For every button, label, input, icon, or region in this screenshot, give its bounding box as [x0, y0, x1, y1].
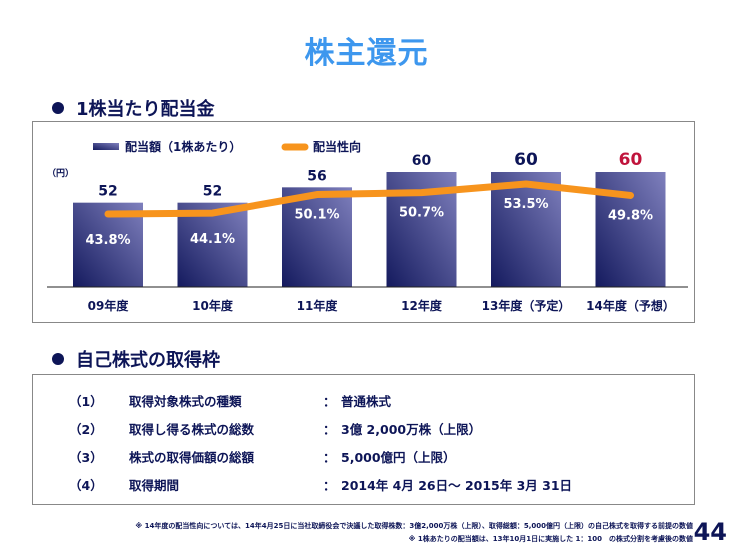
- page-title: 株主還元: [304, 36, 429, 71]
- payout-ratio-line: [104, 180, 634, 218]
- dividend-chart-panel: 配当額（1株あたり） 配当性向 （円） 52 09年度 43.8% 52 10年度 44.…: [32, 121, 695, 323]
- legend-line-label: 配当性向: [313, 139, 361, 154]
- payout-ratio-label: 49.8%: [608, 208, 653, 223]
- section-heading-buyback: 自己株式の取得枠: [52, 346, 220, 372]
- section-heading-text: 自己株式の取得枠: [76, 350, 220, 371]
- bar-value-label: 60: [619, 150, 643, 170]
- x-tick-label: 13年度（予定）: [482, 298, 571, 313]
- row-number: （2）: [69, 422, 103, 437]
- row-colon: ：: [323, 478, 336, 493]
- bar-value-label: 52: [203, 184, 222, 200]
- buyback-panel: （1） 取得対象株式の種類 ： 普通株式 （2） 取得し得る株式の総数 ： 3億…: [32, 374, 695, 505]
- row-label: 取得し得る株式の総数: [129, 422, 255, 437]
- x-tick-label: 14年度（予想）: [586, 298, 675, 313]
- page-number: 44: [693, 518, 727, 546]
- payout-ratio-label: 43.8%: [85, 233, 130, 248]
- payout-ratio-label: 53.5%: [503, 197, 548, 212]
- section-heading-dividend: 1株当たり配当金: [52, 95, 215, 121]
- x-tick-label: 09年度: [88, 298, 130, 313]
- row-value: 2014年 4月 26日～ 2015年 3月 31日: [341, 478, 573, 493]
- row-number: （3）: [69, 450, 103, 465]
- bar: [491, 172, 561, 287]
- bar: [282, 187, 352, 287]
- row-number: （4）: [69, 478, 103, 493]
- bar-value-label: 60: [412, 153, 432, 169]
- row-value: 5,000億円（上限）: [341, 450, 456, 465]
- dividend-chart: 配当額（1株あたり） 配当性向 （円） 52 09年度 43.8% 52 10年度 44.…: [47, 139, 688, 313]
- legend-bar-swatch: [93, 143, 119, 150]
- payout-ratio-label: 44.1%: [190, 232, 235, 247]
- row-colon: ：: [323, 394, 336, 409]
- row-label: 取得対象株式の種類: [129, 394, 242, 409]
- bar-value-label: 52: [98, 184, 117, 200]
- footnote: ※ 1株あたりの配当額は、13年10月1日に実施した 1：100 の株式分割を考…: [408, 535, 693, 543]
- x-tick-label: 12年度: [401, 298, 443, 313]
- row-number: （1）: [69, 394, 103, 409]
- legend-bar-label: 配当額（1株あたり）: [125, 139, 241, 154]
- chart-legend: 配当額（1株あたり） 配当性向: [93, 139, 361, 154]
- row-label: 取得期間: [129, 478, 180, 493]
- row-value: 3億 2,000万株（上限）: [341, 422, 482, 437]
- x-tick-label: 10年度: [192, 298, 234, 313]
- row-label: 株式の取得価額の総額: [129, 450, 255, 465]
- bar-value-label: 60: [514, 150, 538, 170]
- bullet-icon: [52, 102, 64, 114]
- payout-ratio-label: 50.1%: [294, 208, 339, 223]
- section-heading-text: 1株当たり配当金: [76, 99, 215, 120]
- row-colon: ：: [323, 422, 336, 437]
- x-tick-label: 11年度: [297, 298, 339, 313]
- row-value: 普通株式: [341, 394, 392, 409]
- bar-value-label: 56: [307, 168, 326, 184]
- payout-ratio-label: 50.7%: [399, 206, 444, 221]
- row-colon: ：: [323, 450, 336, 465]
- bullet-icon: [52, 353, 64, 365]
- y-unit-label: （円）: [47, 168, 74, 179]
- footnote: ※ 14年度の配当性向については、14年4月25日に当社取締役会で決議した取得株…: [135, 522, 693, 530]
